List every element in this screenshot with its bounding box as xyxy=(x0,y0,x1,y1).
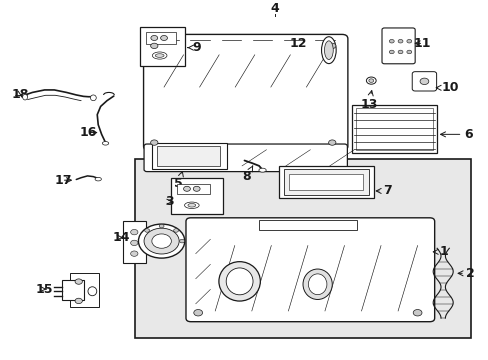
Text: 6: 6 xyxy=(440,128,471,141)
Bar xyxy=(146,32,175,44)
Bar xyxy=(278,166,373,198)
Ellipse shape xyxy=(321,37,335,64)
Ellipse shape xyxy=(406,40,411,43)
Ellipse shape xyxy=(22,94,27,100)
Text: 11: 11 xyxy=(412,37,430,50)
Text: 12: 12 xyxy=(289,37,307,50)
FancyBboxPatch shape xyxy=(381,28,414,64)
Ellipse shape xyxy=(397,40,402,43)
Ellipse shape xyxy=(102,141,108,145)
Bar xyxy=(152,143,227,170)
Ellipse shape xyxy=(75,279,82,284)
Ellipse shape xyxy=(193,310,202,316)
Ellipse shape xyxy=(151,36,158,40)
Ellipse shape xyxy=(150,43,158,49)
Ellipse shape xyxy=(88,287,97,296)
Bar xyxy=(70,273,99,307)
Ellipse shape xyxy=(388,50,393,54)
Ellipse shape xyxy=(184,202,199,208)
Text: 13: 13 xyxy=(360,91,377,111)
Bar xyxy=(140,27,184,66)
Text: 7: 7 xyxy=(375,184,391,197)
Ellipse shape xyxy=(388,40,393,43)
Ellipse shape xyxy=(397,50,402,54)
Ellipse shape xyxy=(152,234,171,248)
Bar xyxy=(157,146,220,166)
FancyBboxPatch shape xyxy=(143,35,347,150)
Ellipse shape xyxy=(406,50,411,54)
Text: 8: 8 xyxy=(242,166,252,183)
Ellipse shape xyxy=(138,224,184,258)
Bar xyxy=(283,170,368,194)
Text: 2: 2 xyxy=(457,267,474,280)
Text: 16: 16 xyxy=(80,126,97,139)
Ellipse shape xyxy=(303,269,331,300)
Text: 1: 1 xyxy=(432,246,447,258)
Text: 5: 5 xyxy=(174,171,183,190)
Bar xyxy=(351,105,436,153)
Ellipse shape xyxy=(219,262,260,301)
Ellipse shape xyxy=(193,186,200,191)
Bar xyxy=(355,108,432,150)
Ellipse shape xyxy=(258,168,265,172)
FancyBboxPatch shape xyxy=(185,218,434,322)
Text: 17: 17 xyxy=(54,174,72,187)
Bar xyxy=(177,184,210,194)
FancyBboxPatch shape xyxy=(144,144,346,172)
Ellipse shape xyxy=(324,41,332,59)
Bar xyxy=(289,174,362,190)
Text: 15: 15 xyxy=(36,283,53,296)
Ellipse shape xyxy=(183,186,190,191)
Text: 18: 18 xyxy=(11,89,29,102)
Text: 9: 9 xyxy=(187,41,201,54)
Ellipse shape xyxy=(150,140,158,145)
Ellipse shape xyxy=(144,229,149,232)
Bar xyxy=(171,179,222,214)
Text: 14: 14 xyxy=(113,231,130,244)
Ellipse shape xyxy=(90,95,96,101)
Ellipse shape xyxy=(144,228,179,254)
Ellipse shape xyxy=(412,310,421,316)
Bar xyxy=(122,221,146,262)
Bar xyxy=(259,220,356,230)
Ellipse shape xyxy=(328,140,335,145)
Text: 4: 4 xyxy=(270,3,279,15)
Ellipse shape xyxy=(226,268,252,295)
Text: 3: 3 xyxy=(165,195,174,208)
FancyBboxPatch shape xyxy=(411,72,436,91)
Ellipse shape xyxy=(130,229,138,235)
Ellipse shape xyxy=(130,251,138,256)
Bar xyxy=(62,280,83,300)
Ellipse shape xyxy=(368,79,373,82)
Ellipse shape xyxy=(95,177,101,181)
Ellipse shape xyxy=(155,54,163,57)
Ellipse shape xyxy=(366,77,375,84)
Ellipse shape xyxy=(130,240,138,246)
Ellipse shape xyxy=(75,298,82,303)
Text: 10: 10 xyxy=(435,81,459,94)
Ellipse shape xyxy=(179,239,184,243)
Ellipse shape xyxy=(187,203,195,207)
Ellipse shape xyxy=(419,78,428,85)
Ellipse shape xyxy=(173,229,178,232)
Ellipse shape xyxy=(328,43,335,49)
Ellipse shape xyxy=(308,274,326,294)
Ellipse shape xyxy=(160,36,167,40)
Ellipse shape xyxy=(152,52,166,59)
Ellipse shape xyxy=(159,224,163,228)
Bar xyxy=(135,159,470,338)
